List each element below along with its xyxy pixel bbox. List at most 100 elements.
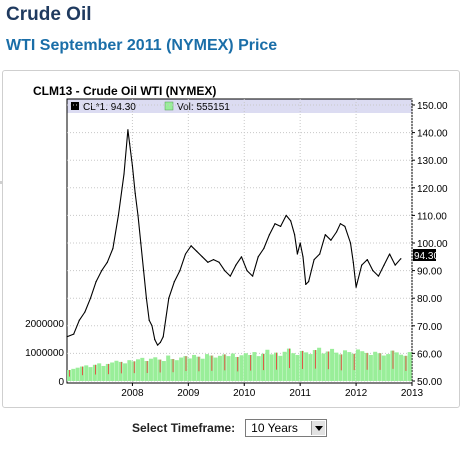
price-point [151,325,153,327]
price-point [339,223,342,225]
price-point [313,258,315,261]
volume-bar [308,354,313,381]
volume-tick-label: 1000000 [25,348,64,359]
price-point [344,225,346,228]
volume-bar [105,363,110,381]
legend-volume-swatch [164,101,174,111]
volume-bar [217,355,222,381]
price-point [377,275,380,277]
price-point [355,286,357,288]
price-point [302,256,304,258]
volume-accent [392,350,394,369]
volume-bar [248,354,253,381]
timeframe-select[interactable]: 10 Years [245,419,328,437]
price-point [274,223,276,225]
volume-bar [274,352,279,381]
volume-accent [405,355,407,371]
price-point [78,319,80,321]
y-tick-label: 50.00 [417,377,442,388]
volume-accent [289,348,290,369]
price-point [159,341,161,343]
volume-bar [390,350,395,381]
x-tick-label: 2011 [289,388,311,399]
volume-bar [282,351,287,381]
volume-accent [95,364,96,375]
volume-bar [269,354,274,381]
y-tick-label: 70.00 [417,322,442,333]
price-point [307,281,310,283]
volume-bar [386,354,391,381]
volume-bar [84,365,89,381]
y-tick-label: 80.00 [417,294,442,305]
price-point [372,270,374,272]
volume-bar [136,359,141,381]
volume-bar [127,360,132,381]
price-point [106,261,108,263]
volume-bar [97,363,102,381]
price-point [179,270,181,272]
y-tick-label: 90.00 [417,267,442,278]
y-tick-label: 60.00 [417,349,442,360]
price-point [129,143,131,145]
volume-bar [351,353,356,381]
price-point [134,192,136,194]
volume-accent [379,353,381,370]
y-tick-label: 150.00 [417,101,448,112]
price-point [252,275,254,277]
price-point [389,253,391,255]
page-title: Crude Oil [6,4,92,25]
y-tick-label: 110.00 [417,211,447,222]
volume-tick-label: 0 [58,377,64,388]
volume-bar [179,357,184,381]
volume-bar [256,356,261,381]
price-point [394,264,396,266]
x-tick-label: 2013 [401,388,424,399]
volume-bar [114,360,119,381]
volume-bar [75,367,80,381]
timeframe-value: 10 Years [251,421,298,435]
volume-accent [250,354,252,371]
volume-bar [373,351,378,381]
axes: 150.00 140.00 130.00 120.00 110.00 100.00 90.0… [25,101,448,399]
price-point [162,336,164,338]
price-point [154,339,156,341]
volume-bar [101,365,106,381]
price-point [361,264,363,266]
price-point [246,270,248,272]
price-point [173,281,175,283]
volume-bar [196,356,201,381]
price-point [293,234,296,236]
price-point [383,264,385,266]
price-point [224,270,226,272]
volume-bar [174,360,179,381]
price-point [184,253,187,255]
volume-bar [140,357,145,381]
volume-bar [239,355,244,381]
chevron-down-icon[interactable] [311,421,326,435]
price-point [201,256,203,258]
price-point [148,319,150,321]
price-point [112,247,114,250]
volume-accent [263,353,265,371]
price-point [156,344,159,346]
volume-bar [157,359,162,381]
volume-accent [185,356,187,372]
volume-accent [107,363,109,375]
volume-bar [252,352,257,381]
volume-accent [198,356,200,372]
price-point [168,297,170,299]
volume-bar [153,357,158,381]
price-point [366,258,368,261]
volume-accent [82,366,83,376]
volume-bar [265,349,270,381]
y-tick-label: 140.00 [417,129,448,140]
price-point [240,256,243,258]
y-tick-label: 130.00 [417,156,448,167]
price-point [123,173,125,175]
volume-bar [243,353,248,381]
volume-bar [144,361,149,381]
chart-title: CLM13 - Crude Oil WTI (NYMEX) [33,84,216,98]
price-point [196,250,198,252]
price-line [66,129,402,346]
price-point [335,231,338,233]
